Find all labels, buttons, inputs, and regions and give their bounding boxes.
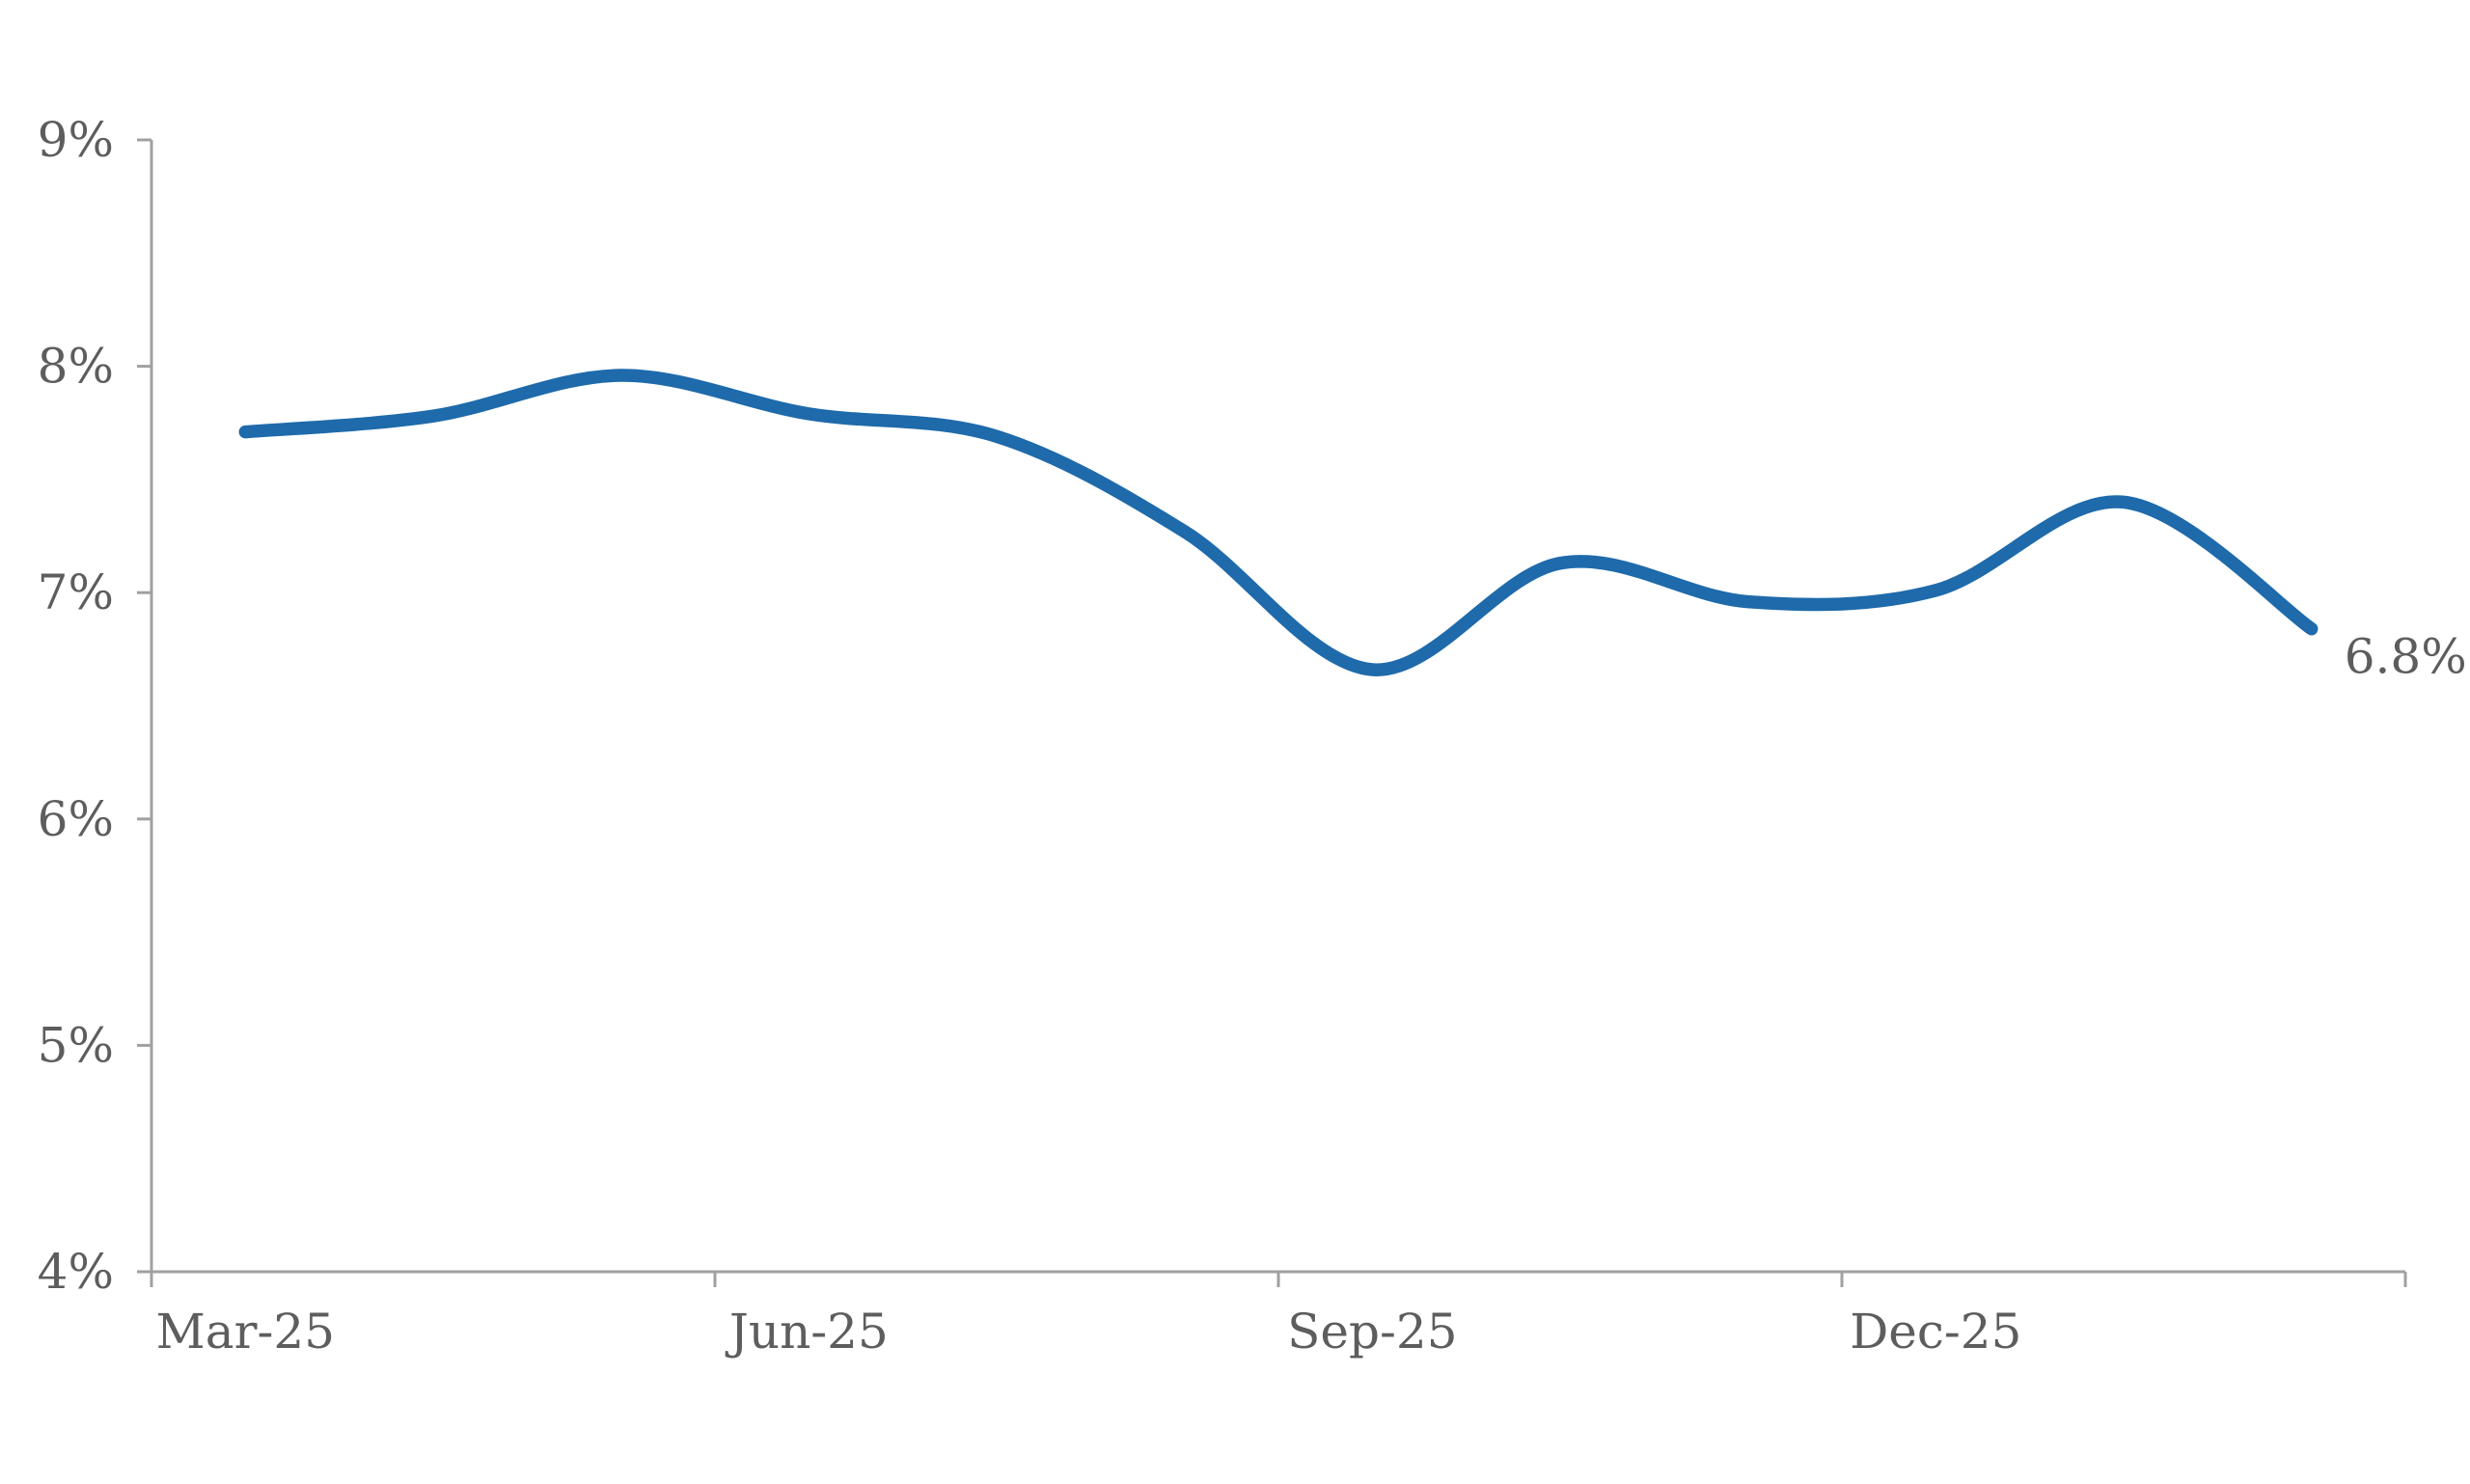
y-tick-label: 7% [38, 564, 114, 620]
x-axis: Mar-25 Jun-25 Sep-25 Dec-25 [150, 1270, 2407, 1360]
y-tick-label: 8% [38, 339, 114, 395]
x-tick-label: Sep-25 [1287, 1304, 1457, 1360]
x-tick-label: Dec-25 [1850, 1304, 2021, 1360]
x-tick-label: Jun-25 [725, 1304, 889, 1360]
series-line [238, 369, 2319, 676]
x-tick-label: Mar-25 [156, 1304, 335, 1360]
end-value-label: 6.8% [2345, 629, 2467, 685]
y-axis-tick-labels: 9% 8% 7% 6% 5% 4% [38, 112, 114, 1300]
x-axis-ticks [150, 1272, 2407, 1287]
y-axis: 9% 8% 7% 6% 5% 4% [38, 112, 153, 1300]
x-axis-tick-labels: Mar-25 Jun-25 Sep-25 Dec-25 [156, 1304, 2022, 1360]
y-tick-label: 4% [38, 1244, 114, 1300]
y-tick-label: 5% [38, 1017, 114, 1073]
y-tick-label: 9% [38, 112, 114, 168]
y-axis-ticks [137, 138, 151, 1274]
y-tick-label: 6% [38, 791, 114, 847]
